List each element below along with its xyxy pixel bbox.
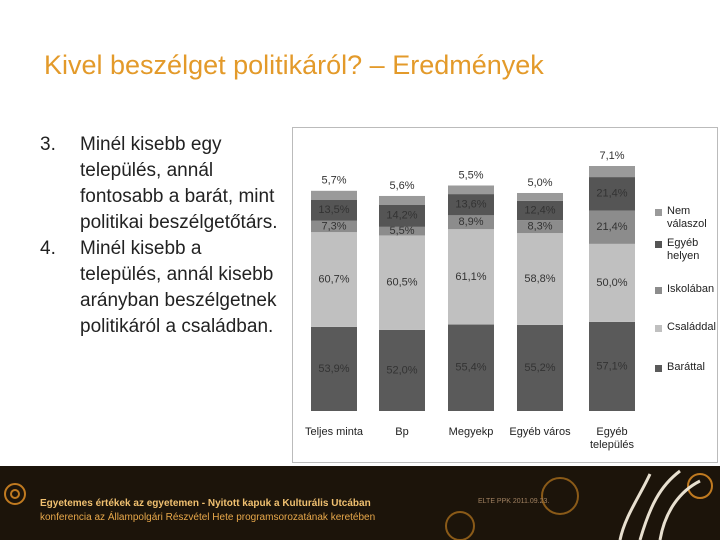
bar-segment <box>589 166 635 178</box>
x-tick-label: Egyéb város <box>509 426 571 438</box>
footer-line: konferencia az Állampolgári Részvétel He… <box>40 512 376 523</box>
data-label: 5,7% <box>321 175 346 187</box>
bar-segment <box>311 220 357 233</box>
bar-segment <box>448 324 494 411</box>
bullet-list: 3. Minél kisebb egy település, annál font… <box>40 132 280 340</box>
bar-segment <box>448 215 494 230</box>
bar-segment <box>379 235 425 330</box>
bar-segment <box>311 190 357 200</box>
bar-segment <box>517 220 563 234</box>
data-label: 5,5% <box>389 225 414 237</box>
item-number: 3. <box>40 134 56 155</box>
footer-date: ELTE PPK 2011.09.23. <box>478 498 550 505</box>
data-label: 58,8% <box>524 273 555 285</box>
data-label: 55,2% <box>524 362 555 374</box>
item-text: Minél kisebb a település, annál kisebb a… <box>80 238 277 337</box>
bar-segment <box>517 192 563 201</box>
bar-segment <box>589 243 635 322</box>
x-tick-label: Egyéb település <box>589 426 635 451</box>
bar-segment <box>589 321 635 411</box>
bar-segment <box>379 226 425 236</box>
x-tick-label: Bp <box>395 426 409 438</box>
data-label: 5,5% <box>458 169 483 181</box>
bar-segment <box>311 199 357 221</box>
legend-label: Családdal <box>667 321 716 333</box>
bar-segment <box>589 177 635 211</box>
data-label: 52,0% <box>386 364 417 376</box>
data-label: 60,7% <box>318 273 349 285</box>
list-item: 4. Minél kisebb a település, annál kisebb… <box>40 236 280 340</box>
data-label: 57,1% <box>596 360 627 372</box>
data-label: 5,0% <box>527 177 552 189</box>
bar-segment <box>379 195 425 205</box>
data-label: 53,9% <box>318 363 349 375</box>
bar-segment <box>448 194 494 216</box>
legend-swatch <box>655 287 662 294</box>
data-label: 13,6% <box>455 199 486 211</box>
bar-segment <box>448 185 494 195</box>
bar-segment <box>517 324 563 411</box>
data-label: 7,3% <box>321 220 346 232</box>
footer: Egyetemes értékek az egyetemen - Nyitott… <box>0 466 720 540</box>
legend-label: Iskolában <box>667 283 715 295</box>
data-label: 55,4% <box>455 362 486 374</box>
data-label: 61,1% <box>455 271 486 283</box>
chart: 53,9% 60,7% 7,3% 13,5% 5,7% 52,0% 60,5% 5,5% 14,… <box>292 127 718 463</box>
legend-label: Egyéb helyen <box>667 237 700 262</box>
bar-segment <box>517 233 563 325</box>
data-label: 13,5% <box>318 204 349 216</box>
data-label: 7,1% <box>599 150 624 162</box>
data-label: 8,9% <box>458 216 483 228</box>
data-label: 12,4% <box>524 204 555 216</box>
footer-line: Egyetemes értékek az egyetemen - Nyitott… <box>40 498 371 509</box>
x-tick-label: Megyekp <box>448 426 494 438</box>
slide-title: Kivel beszélget politikáról? – Eredménye… <box>44 50 544 80</box>
item-number: 4. <box>40 238 56 259</box>
data-label: 60,5% <box>386 277 417 289</box>
legend-label: Nem válaszol <box>667 205 707 230</box>
legend-swatch <box>655 209 662 216</box>
list-item: 3. Minél kisebb egy település, annál font… <box>40 132 280 236</box>
legend-swatch <box>655 365 662 372</box>
bar-segment <box>311 326 357 411</box>
legend-swatch <box>655 241 662 248</box>
data-label: 8,3% <box>527 221 552 233</box>
bar-segment <box>589 210 635 244</box>
data-label: 21,4% <box>596 221 627 233</box>
bar-segment <box>517 200 563 221</box>
data-label: 14,2% <box>386 210 417 222</box>
chart-plot: 53,9% 60,7% 7,3% 13,5% 5,7% 52,0% 60,5% 5,5% 14,… <box>311 150 635 411</box>
bar-segment <box>379 329 425 411</box>
bar-segment <box>311 232 357 327</box>
data-label: 50,0% <box>596 277 627 289</box>
legend-label: Baráttal <box>667 361 705 373</box>
bar-segment <box>448 229 494 325</box>
item-text: Minél kisebb egy település, annál fontos… <box>80 134 278 233</box>
data-label: 5,6% <box>389 180 414 192</box>
bar-segment <box>379 204 425 227</box>
data-label: 21,4% <box>596 188 627 200</box>
footer-decoration <box>4 469 713 540</box>
legend-swatch <box>655 325 662 332</box>
x-tick-label: Teljes minta <box>304 426 364 438</box>
